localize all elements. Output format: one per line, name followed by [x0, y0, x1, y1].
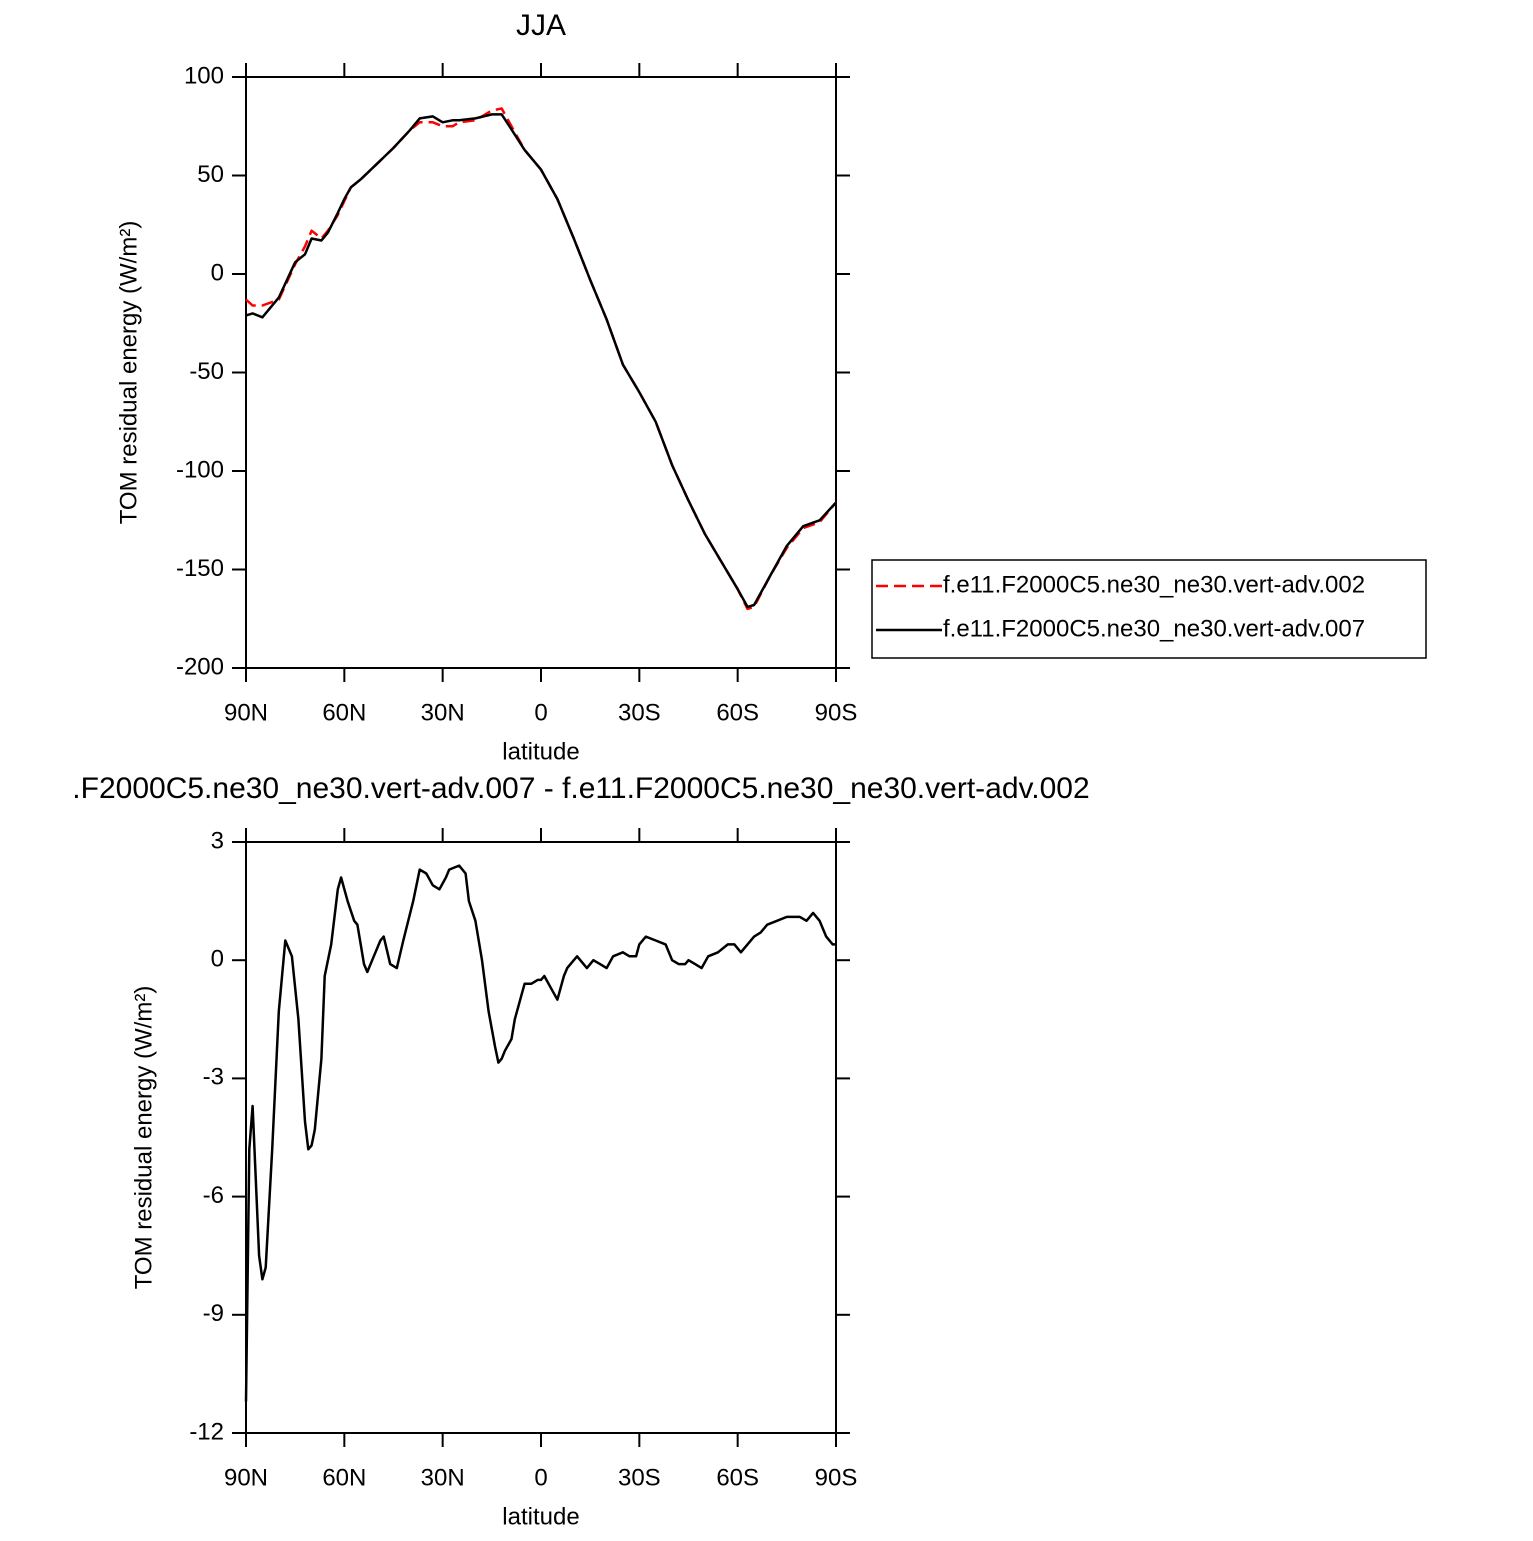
x-tick-label: 0: [534, 699, 547, 726]
chart-title: JJA: [516, 9, 566, 42]
x-tick-label: 90S: [815, 1464, 858, 1491]
y-axis-label: TOM residual energy (W/m²): [130, 986, 157, 1290]
y-tick-label: -150: [176, 555, 224, 582]
y-tick-label: 0: [211, 259, 224, 286]
x-tick-label: 60N: [322, 1464, 366, 1491]
series-line: [245, 113, 837, 609]
legend-box: [871, 559, 1427, 659]
x-tick-label: 30N: [421, 699, 465, 726]
y-tick-label: -200: [176, 653, 224, 680]
y-tick-label: 0: [211, 946, 224, 973]
y-tick-label: -6: [203, 1182, 224, 1209]
x-tick-label: 30S: [618, 699, 661, 726]
x-tick-label: 30N: [421, 1464, 465, 1491]
y-tick-label: -100: [176, 456, 224, 483]
chart-title: .F2000C5.ne30_ne30.vert-adv.007 - f.e11.…: [72, 772, 1089, 805]
x-tick-label: 0: [534, 1464, 547, 1491]
x-tick-label: 90N: [224, 1464, 268, 1491]
x-tick-label: 90N: [224, 699, 268, 726]
x-tick-label: 90S: [815, 699, 858, 726]
x-axis-label: latitude: [502, 738, 579, 765]
x-tick-label: 30S: [618, 1464, 661, 1491]
y-axis-label: TOM residual energy (W/m²): [115, 221, 142, 525]
y-tick-label: -9: [203, 1300, 224, 1327]
x-tick-label: 60S: [716, 1464, 759, 1491]
x-tick-label: 60S: [716, 699, 759, 726]
series-line: [245, 107, 837, 611]
y-tick-label: -50: [189, 358, 224, 385]
plot-frame: [245, 841, 837, 1434]
legend-label: f.e11.F2000C5.ne30_ne30.vert-adv.002: [943, 571, 1365, 598]
y-tick-label: 50: [197, 161, 224, 188]
y-tick-label: -12: [189, 1418, 224, 1445]
plot-frame: [245, 76, 837, 669]
x-tick-label: 60N: [322, 699, 366, 726]
y-tick-label: -3: [203, 1064, 224, 1091]
y-tick-label: 100: [184, 62, 224, 89]
y-tick-label: 3: [211, 827, 224, 854]
legend-label: f.e11.F2000C5.ne30_ne30.vert-adv.007: [943, 615, 1365, 642]
series-line: [244, 864, 836, 1402]
x-axis-label: latitude: [502, 1503, 579, 1530]
